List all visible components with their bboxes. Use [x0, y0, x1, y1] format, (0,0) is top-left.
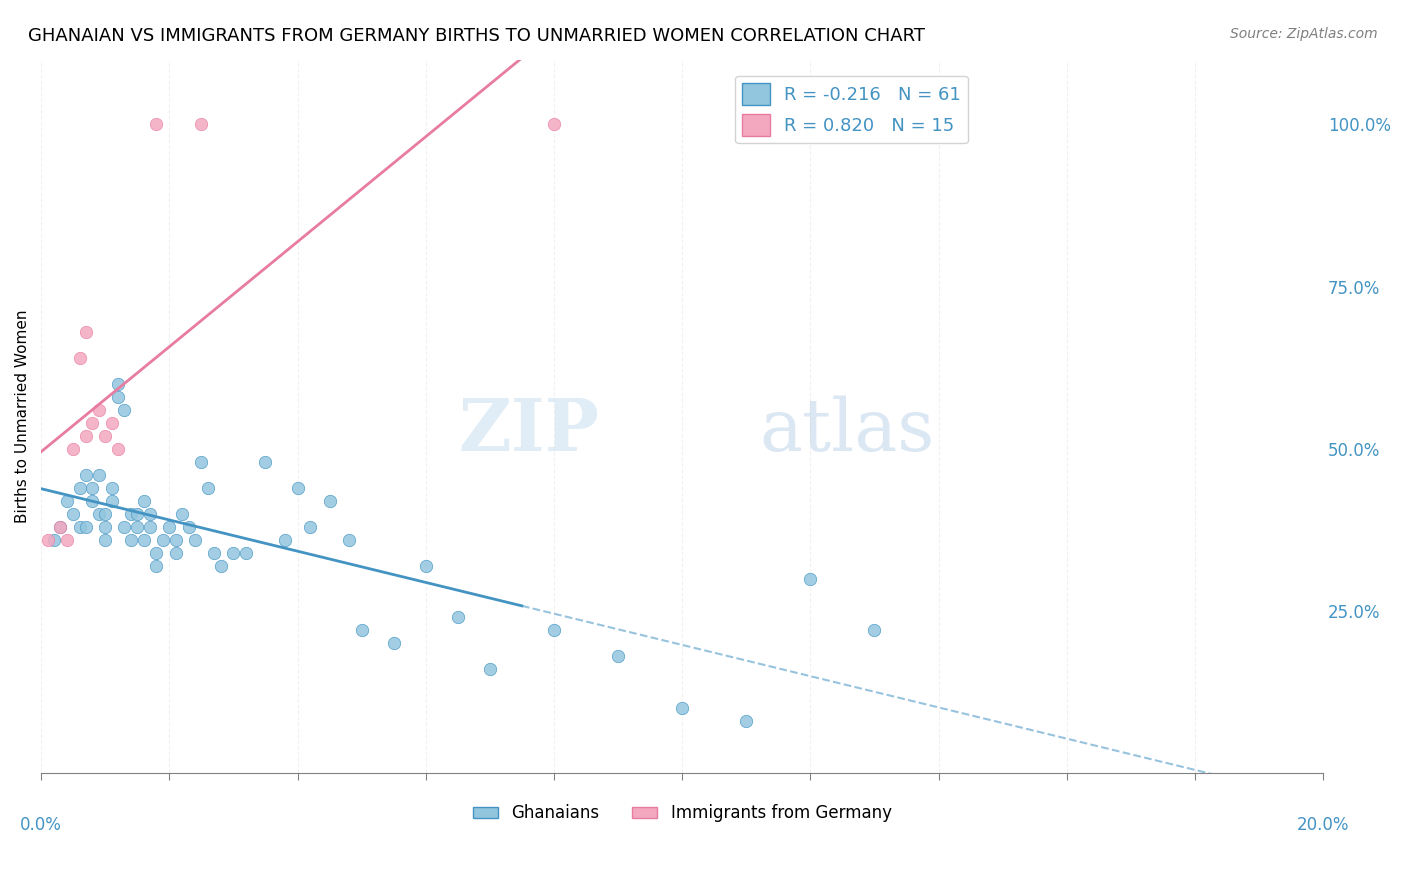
Point: [100, 493, 122, 508]
Point: [543, 118, 565, 132]
Point: [235, 546, 257, 560]
Point: [184, 533, 207, 547]
Point: [273, 533, 295, 547]
Text: GHANAIAN VS IMMIGRANTS FROM GERMANY BIRTHS TO UNMARRIED WOMEN CORRELATION CHART: GHANAIAN VS IMMIGRANTS FROM GERMANY BIRT…: [28, 27, 925, 45]
Point: [114, 519, 136, 533]
Point: [222, 546, 245, 560]
Point: [607, 649, 630, 664]
Point: [94, 429, 117, 443]
Point: [107, 442, 129, 456]
Text: 0.0%: 0.0%: [20, 816, 62, 834]
Point: [120, 507, 142, 521]
Point: [735, 714, 758, 729]
Point: [177, 519, 200, 533]
Point: [254, 455, 277, 469]
Point: [337, 533, 360, 547]
Point: [209, 558, 232, 573]
Point: [152, 533, 174, 547]
Point: [82, 416, 104, 430]
Text: 20.0%: 20.0%: [1296, 816, 1350, 834]
Point: [172, 507, 194, 521]
Point: [107, 390, 129, 404]
Point: [37, 533, 59, 547]
Y-axis label: Births to Unmarried Women: Births to Unmarried Women: [15, 310, 30, 523]
Point: [82, 493, 104, 508]
Point: [145, 558, 167, 573]
Point: [190, 455, 212, 469]
Point: [55, 493, 77, 508]
Point: [87, 507, 110, 521]
Point: [139, 519, 162, 533]
Point: [478, 662, 501, 676]
Point: [87, 403, 110, 417]
Point: [132, 533, 155, 547]
Point: [287, 481, 309, 495]
Legend: Ghanaians, Immigrants from Germany: Ghanaians, Immigrants from Germany: [465, 797, 898, 829]
Point: [114, 403, 136, 417]
Point: [69, 351, 91, 365]
Point: [69, 481, 91, 495]
Point: [75, 467, 97, 482]
Point: [82, 481, 104, 495]
Point: [157, 519, 180, 533]
Point: [415, 558, 437, 573]
Point: [318, 493, 340, 508]
Point: [543, 624, 565, 638]
Text: atlas: atlas: [759, 395, 935, 466]
Point: [100, 481, 122, 495]
Point: [132, 493, 155, 508]
Point: [69, 519, 91, 533]
Point: [42, 533, 65, 547]
Point: [799, 572, 821, 586]
Point: [107, 376, 129, 391]
Point: [299, 519, 322, 533]
Point: [447, 610, 470, 624]
Point: [127, 507, 149, 521]
Point: [75, 325, 97, 339]
Point: [49, 519, 72, 533]
Point: [127, 519, 149, 533]
Point: [382, 636, 405, 650]
Point: [190, 118, 212, 132]
Point: [87, 467, 110, 482]
Point: [350, 624, 373, 638]
Point: [100, 416, 122, 430]
Point: [671, 701, 693, 715]
Point: [62, 442, 84, 456]
Point: [75, 429, 97, 443]
Point: [55, 533, 77, 547]
Point: [145, 118, 167, 132]
Point: [94, 533, 117, 547]
Point: [49, 519, 72, 533]
Point: [145, 546, 167, 560]
Point: [94, 507, 117, 521]
Point: [62, 507, 84, 521]
Point: [165, 533, 187, 547]
Text: Source: ZipAtlas.com: Source: ZipAtlas.com: [1230, 27, 1378, 41]
Point: [120, 533, 142, 547]
Point: [94, 519, 117, 533]
Text: ZIP: ZIP: [458, 395, 599, 467]
Point: [197, 481, 219, 495]
Point: [139, 507, 162, 521]
Point: [165, 546, 187, 560]
Point: [75, 519, 97, 533]
Point: [202, 546, 225, 560]
Point: [863, 624, 886, 638]
